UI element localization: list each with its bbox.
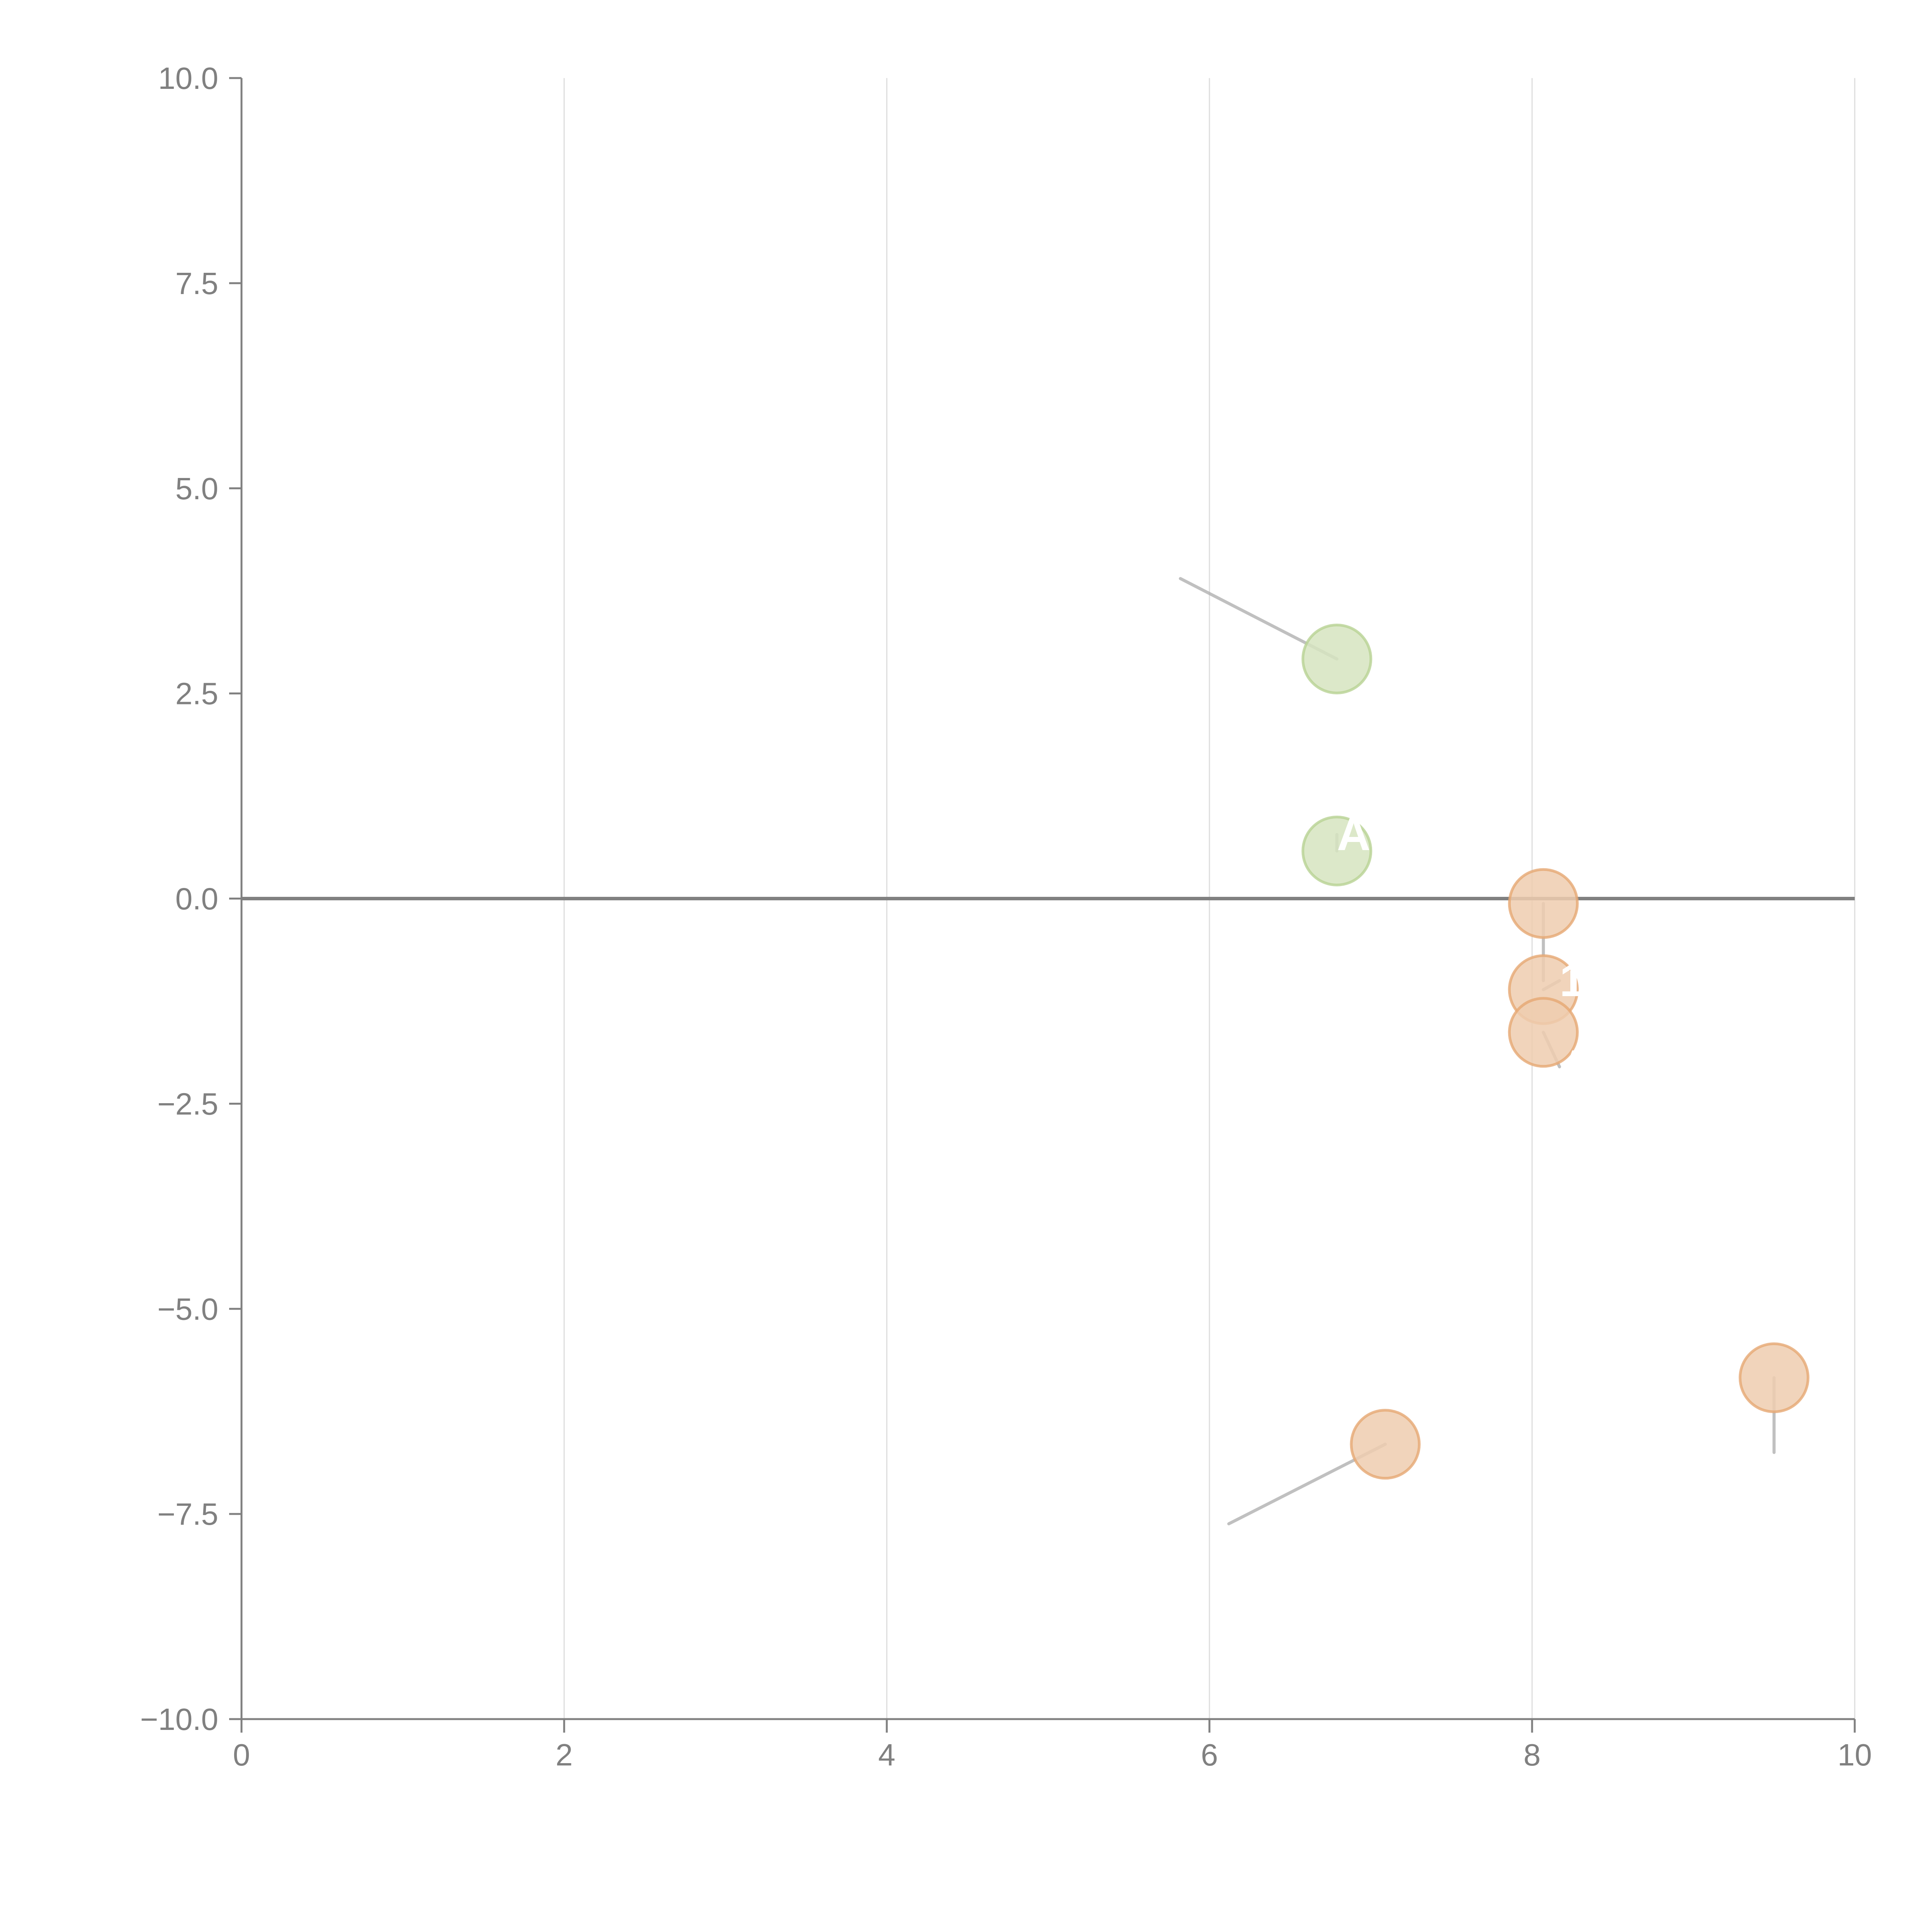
y-axis-ticks: 10.0 7.5 5.0 2.5 0.0 −2.5 −5.0 −7.5 −10.0 [140,61,242,1736]
x-axis-ticks: 0 2 4 6 8 10 [233,1719,1872,1772]
x-tick-label: 0 [233,1738,250,1772]
y-tick-label: 7.5 [175,266,218,301]
y-tick-label: −7.5 [157,1497,218,1531]
data-points [1301,623,1810,1480]
leader-lines [1179,577,1776,1526]
axes [240,78,1855,1720]
data-point-green[interactable] [1301,815,1372,886]
point-label: A [1560,1041,1593,1092]
data-point-orange[interactable] [1508,997,1579,1068]
x-tick-label: 4 [878,1738,896,1772]
y-tick-label: 2.5 [175,677,218,711]
y-tick-label: 0.0 [175,882,218,916]
x-tick-label: 10 [1838,1738,1872,1772]
x-tick-label: 8 [1524,1738,1541,1772]
x-tick-label: 2 [556,1738,573,1772]
y-tick-label: −10.0 [140,1702,218,1736]
x-tick-label: 6 [1201,1738,1218,1772]
data-point-green[interactable] [1301,623,1372,694]
point-label: 1 [1560,954,1585,1006]
data-point-orange[interactable] [1738,1342,1810,1413]
data-point-orange[interactable] [1350,1409,1421,1480]
point-label: AL [1337,808,1399,860]
y-tick-label: 10.0 [158,61,218,95]
y-tick-label: −2.5 [157,1087,218,1121]
y-tick-label: 5.0 [175,471,218,506]
y-tick-label: −5.0 [157,1292,218,1326]
point-labels: AL 1 A [1337,808,1593,1092]
data-point-orange[interactable] [1508,868,1579,939]
